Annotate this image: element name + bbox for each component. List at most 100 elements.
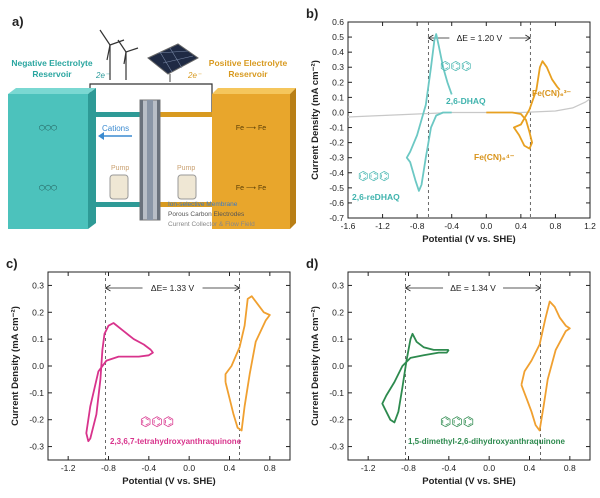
y-tick-label: 0.4 <box>332 47 344 57</box>
x-tick-label: 0.8 <box>564 463 576 473</box>
x-tick-label: -0.4 <box>444 221 459 231</box>
x-axis-label: Potential (V vs. SHE) <box>122 476 215 487</box>
panel-a-schematic: a) 2e⁻ 2e⁻ Negative Electrolyte Reser <box>8 14 296 229</box>
plot-frame <box>347 21 591 219</box>
y-tick-label: -0.4 <box>329 168 344 178</box>
y-tick-label: -0.1 <box>329 388 344 398</box>
y-axis-label: Current Density (mA cm⁻²) <box>10 306 21 426</box>
panel-label: b) <box>306 6 318 21</box>
cv-series-2 <box>486 60 561 150</box>
compound-name-d: 1,5-dimethyl-2,6-dihydroxyanthraquinone <box>408 437 565 446</box>
x-tick-label: 0.8 <box>264 463 276 473</box>
panel-label: c) <box>6 256 18 271</box>
pump-right-label: Pump <box>177 165 195 172</box>
negative-reservoir-tank: ⬡⬡⬡ ⬡⬡⬡ <box>8 88 96 229</box>
y-tick-label: -0.1 <box>29 388 44 398</box>
cv-series-0 <box>381 332 450 424</box>
neg-reservoir-label: Negative Electrolyte Reservoir <box>11 58 93 79</box>
plot-frame <box>347 271 591 461</box>
y-tick-label: 0.5 <box>332 32 344 42</box>
y-tick-label: -0.5 <box>329 183 344 193</box>
pump-left-label: Pump <box>111 165 129 172</box>
x-tick-label: 1.2 <box>584 221 596 231</box>
y-tick-label: 0.3 <box>332 280 344 290</box>
x-tick-label: -0.4 <box>142 463 157 473</box>
x-tick-label: 0.0 <box>183 463 195 473</box>
legend-membrane: Ion-selective Membrane <box>168 201 238 208</box>
x-axis-label: Potential (V vs. SHE) <box>422 234 515 245</box>
y-tick-label: 0.0 <box>332 361 344 371</box>
electron-right-label: 2e⁻ <box>187 71 202 80</box>
pos-pipe-top <box>160 112 212 117</box>
x-axis-label: Potential (V vs. SHE) <box>422 476 515 487</box>
y-tick-label: -0.2 <box>329 138 344 148</box>
x-tick-label: 0.0 <box>480 221 492 231</box>
pos-pipe-bottom <box>160 202 212 207</box>
x-tick-label: -0.4 <box>442 463 457 473</box>
svg-text:Fe ⟶ Fe: Fe ⟶ Fe <box>236 185 266 192</box>
label-fecn6-4: Fe(CN)₆⁴⁻ <box>474 152 515 162</box>
wind-turbine-icon <box>99 29 139 80</box>
molecule-icon: ⌬⌬⌬ <box>358 169 389 183</box>
x-tick-label: 0.4 <box>224 463 236 473</box>
delta-e-label: ΔE= 1.33 V <box>151 283 195 293</box>
legend-electrodes: Porous Carbon Electrodes <box>168 211 245 218</box>
x-tick-label: -1.6 <box>341 221 356 231</box>
compound-name-c: 2,3,6,7-tetrahydroxyanthraquinone <box>110 437 242 446</box>
pump-left-icon: Pump <box>109 165 129 200</box>
y-tick-label: 0.0 <box>332 107 344 117</box>
cv-series-1 <box>224 295 271 432</box>
delta-e-arrow-left <box>104 284 111 292</box>
x-tick-label: -0.8 <box>401 463 416 473</box>
y-tick-label: 0.1 <box>32 334 44 344</box>
delta-e-arrow-right <box>535 284 542 292</box>
molecule-icon: ⌬⌬⌬ <box>140 414 174 429</box>
svg-text:Fe ⟶ Fe: Fe ⟶ Fe <box>236 125 266 132</box>
delta-e-bg <box>142 281 203 292</box>
molecule-icon: ⌬⌬⌬ <box>440 414 474 429</box>
y-tick-label: -0.3 <box>329 153 344 163</box>
panel-b-chart: b) -1.6 -1.2 -0.8 -0.4 0.0 0.4 0.8 1.2 -0.7 -0.6 -0… <box>306 6 596 245</box>
y-tick-label: 0.2 <box>32 307 44 317</box>
y-tick-label: 0.6 <box>332 17 344 27</box>
cv-series-1 <box>405 33 453 192</box>
y-axis-label: Current Density (mA cm⁻²) <box>310 60 321 180</box>
svg-text:⬡⬡⬡: ⬡⬡⬡ <box>39 124 57 132</box>
cv-series-1 <box>520 300 571 432</box>
y-tick-label: 0.0 <box>32 361 44 371</box>
electron-left-label: 2e⁻ <box>95 71 110 80</box>
x-tick-label: -0.8 <box>410 221 425 231</box>
label-fecn6-3: Fe(CN)₆³⁻ <box>532 88 572 98</box>
delta-e-label: ΔE = 1.20 V <box>457 33 503 43</box>
y-tick-label: 0.2 <box>332 307 344 317</box>
delta-e-arrow-left <box>404 284 411 292</box>
cell-legend: Ion-selective Membrane Porous Carbon Ele… <box>168 201 255 228</box>
panel-label: d) <box>306 256 318 271</box>
x-tick-label: 0.4 <box>515 221 527 231</box>
y-tick-label: -0.1 <box>329 123 344 133</box>
neg-pipe-bottom <box>96 202 140 207</box>
y-tick-label: -0.2 <box>329 415 344 425</box>
y-tick-label: -0.6 <box>329 198 344 208</box>
cations-label: Cations <box>102 124 129 133</box>
x-tick-label: -0.8 <box>101 463 116 473</box>
molecule-icon: ⌬⌬⌬ <box>440 59 471 73</box>
label-2-6-dhaq: 2,6-DHAQ <box>446 96 486 106</box>
y-tick-label: 0.3 <box>332 62 344 72</box>
neg-pipe-top <box>96 112 140 117</box>
cation-arrowhead <box>98 132 104 140</box>
panel-c-chart: c) -1.2 -0.8 -0.4 0.0 0.4 0.8 -0.3 -0.2 -0.1 0.0 0.… <box>6 256 291 487</box>
y-axis-label: Current Density (mA cm⁻²) <box>310 306 321 426</box>
legend-collector: Current Collector & Flow Field <box>168 221 255 228</box>
panel-a-label: a) <box>12 14 24 29</box>
x-tick-label: -1.2 <box>375 221 390 231</box>
y-tick-label: 0.1 <box>332 334 344 344</box>
y-tick-label: 0.2 <box>332 77 344 87</box>
cell-stack <box>139 99 161 221</box>
x-tick-label: -1.2 <box>361 463 376 473</box>
y-tick-label: -0.7 <box>329 213 344 223</box>
y-tick-label: -0.3 <box>29 442 44 452</box>
solar-panel-icon <box>147 43 199 82</box>
delta-e-label: ΔE = 1.34 V <box>450 283 496 293</box>
